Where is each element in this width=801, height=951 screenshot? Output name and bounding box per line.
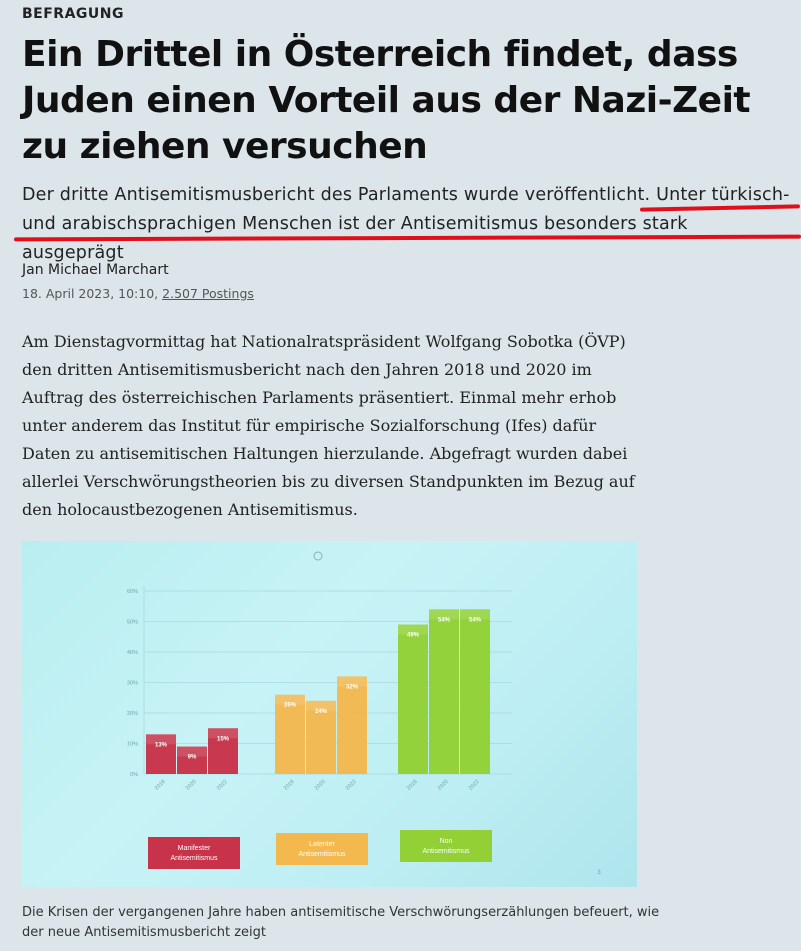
bar-chart: 0% 10% 20% 30% 40% 50% 60% 13% 2018 9% 2020 15% 2022… bbox=[127, 551, 601, 876]
legend-label: Antisemitismus bbox=[298, 851, 346, 858]
x-tick-label: 2022 bbox=[216, 779, 229, 792]
article-meta: 18. April 2023, 10:10, 2.507 Postings bbox=[22, 286, 254, 301]
y-tick-label: 40% bbox=[127, 650, 138, 656]
bar bbox=[306, 700, 336, 774]
x-tick-label: 2020 bbox=[437, 779, 450, 792]
bar-highlight bbox=[177, 746, 207, 757]
x-tick-label: 2018 bbox=[154, 779, 167, 792]
y-tick-label: 10% bbox=[127, 742, 138, 748]
bar-highlight bbox=[429, 609, 459, 620]
bar bbox=[337, 676, 367, 774]
bar-highlight bbox=[460, 609, 490, 620]
legend-box bbox=[148, 837, 240, 869]
y-tick-label: 50% bbox=[127, 620, 138, 626]
article-photo-chart: 0% 10% 20% 30% 40% 50% 60% 13% 2018 9% 2020 15% 2022… bbox=[22, 541, 637, 887]
page-number: 3 bbox=[597, 870, 601, 876]
legend-box bbox=[276, 833, 368, 865]
author-name[interactable]: Jan Michael Marchart bbox=[22, 262, 169, 278]
y-tick-label: 60% bbox=[127, 589, 138, 595]
bar-highlight bbox=[208, 728, 238, 739]
legend-box bbox=[400, 830, 492, 862]
bar-value-label: 54% bbox=[438, 617, 451, 623]
article-headline: Ein Drittel in Österreich findet, dass J… bbox=[22, 34, 751, 167]
hand-icon bbox=[313, 551, 323, 561]
bar-highlight bbox=[306, 700, 336, 711]
article-lead: Der dritte Antisemitismusbericht des Par… bbox=[22, 181, 792, 268]
photo-caption: Die Krisen der vergangenen Jahre haben a… bbox=[22, 905, 660, 940]
publish-date: 18. April 2023, 10:10, bbox=[22, 286, 159, 301]
legend-label: Antisemitismus bbox=[170, 855, 218, 862]
y-tick-label: 20% bbox=[127, 711, 138, 717]
bar bbox=[146, 734, 176, 774]
lead-sentence-2: Unter türkisch- und arabischsprachigen M… bbox=[22, 185, 790, 263]
x-tick-label: 2022 bbox=[345, 779, 358, 792]
bar bbox=[429, 609, 459, 774]
x-tick-label: 2018 bbox=[283, 779, 296, 792]
bar-highlight bbox=[398, 624, 428, 635]
bar-value-label: 9% bbox=[188, 755, 197, 761]
bar-value-label: 54% bbox=[469, 617, 482, 623]
x-tick-label: 2022 bbox=[468, 779, 481, 792]
y-tick-label: 0% bbox=[130, 772, 138, 778]
bar-value-label: 49% bbox=[407, 633, 420, 639]
bar-value-label: 15% bbox=[217, 736, 230, 742]
bar-highlight bbox=[146, 734, 176, 745]
lead-sentence-1: Der dritte Antisemitismusbericht des Par… bbox=[22, 185, 651, 205]
bar bbox=[460, 609, 490, 774]
bar-value-label: 24% bbox=[315, 709, 328, 715]
article-kicker: BEFRAGUNG bbox=[22, 6, 124, 22]
postings-link[interactable]: 2.507 Postings bbox=[162, 286, 254, 301]
bar-value-label: 13% bbox=[155, 742, 168, 748]
x-tick-label: 2020 bbox=[314, 779, 327, 792]
x-tick-label: 2018 bbox=[406, 779, 419, 792]
legend-label: Antisemitismus bbox=[422, 848, 470, 855]
bar bbox=[177, 746, 207, 774]
bar-highlight bbox=[337, 676, 367, 687]
bar-highlight bbox=[275, 694, 305, 705]
legend-label: Non bbox=[440, 838, 453, 845]
bar bbox=[398, 624, 428, 774]
article-body: Am Dienstagvormittag hat Nationalratsprä… bbox=[22, 332, 635, 519]
bar bbox=[275, 694, 305, 774]
bar-value-label: 32% bbox=[346, 684, 359, 690]
legend-label: Latenter bbox=[309, 841, 335, 848]
bar bbox=[208, 728, 238, 774]
x-tick-label: 2020 bbox=[185, 779, 198, 792]
bar-value-label: 26% bbox=[284, 703, 297, 709]
y-tick-label: 30% bbox=[127, 681, 138, 687]
legend-label: Manifester bbox=[178, 845, 211, 852]
